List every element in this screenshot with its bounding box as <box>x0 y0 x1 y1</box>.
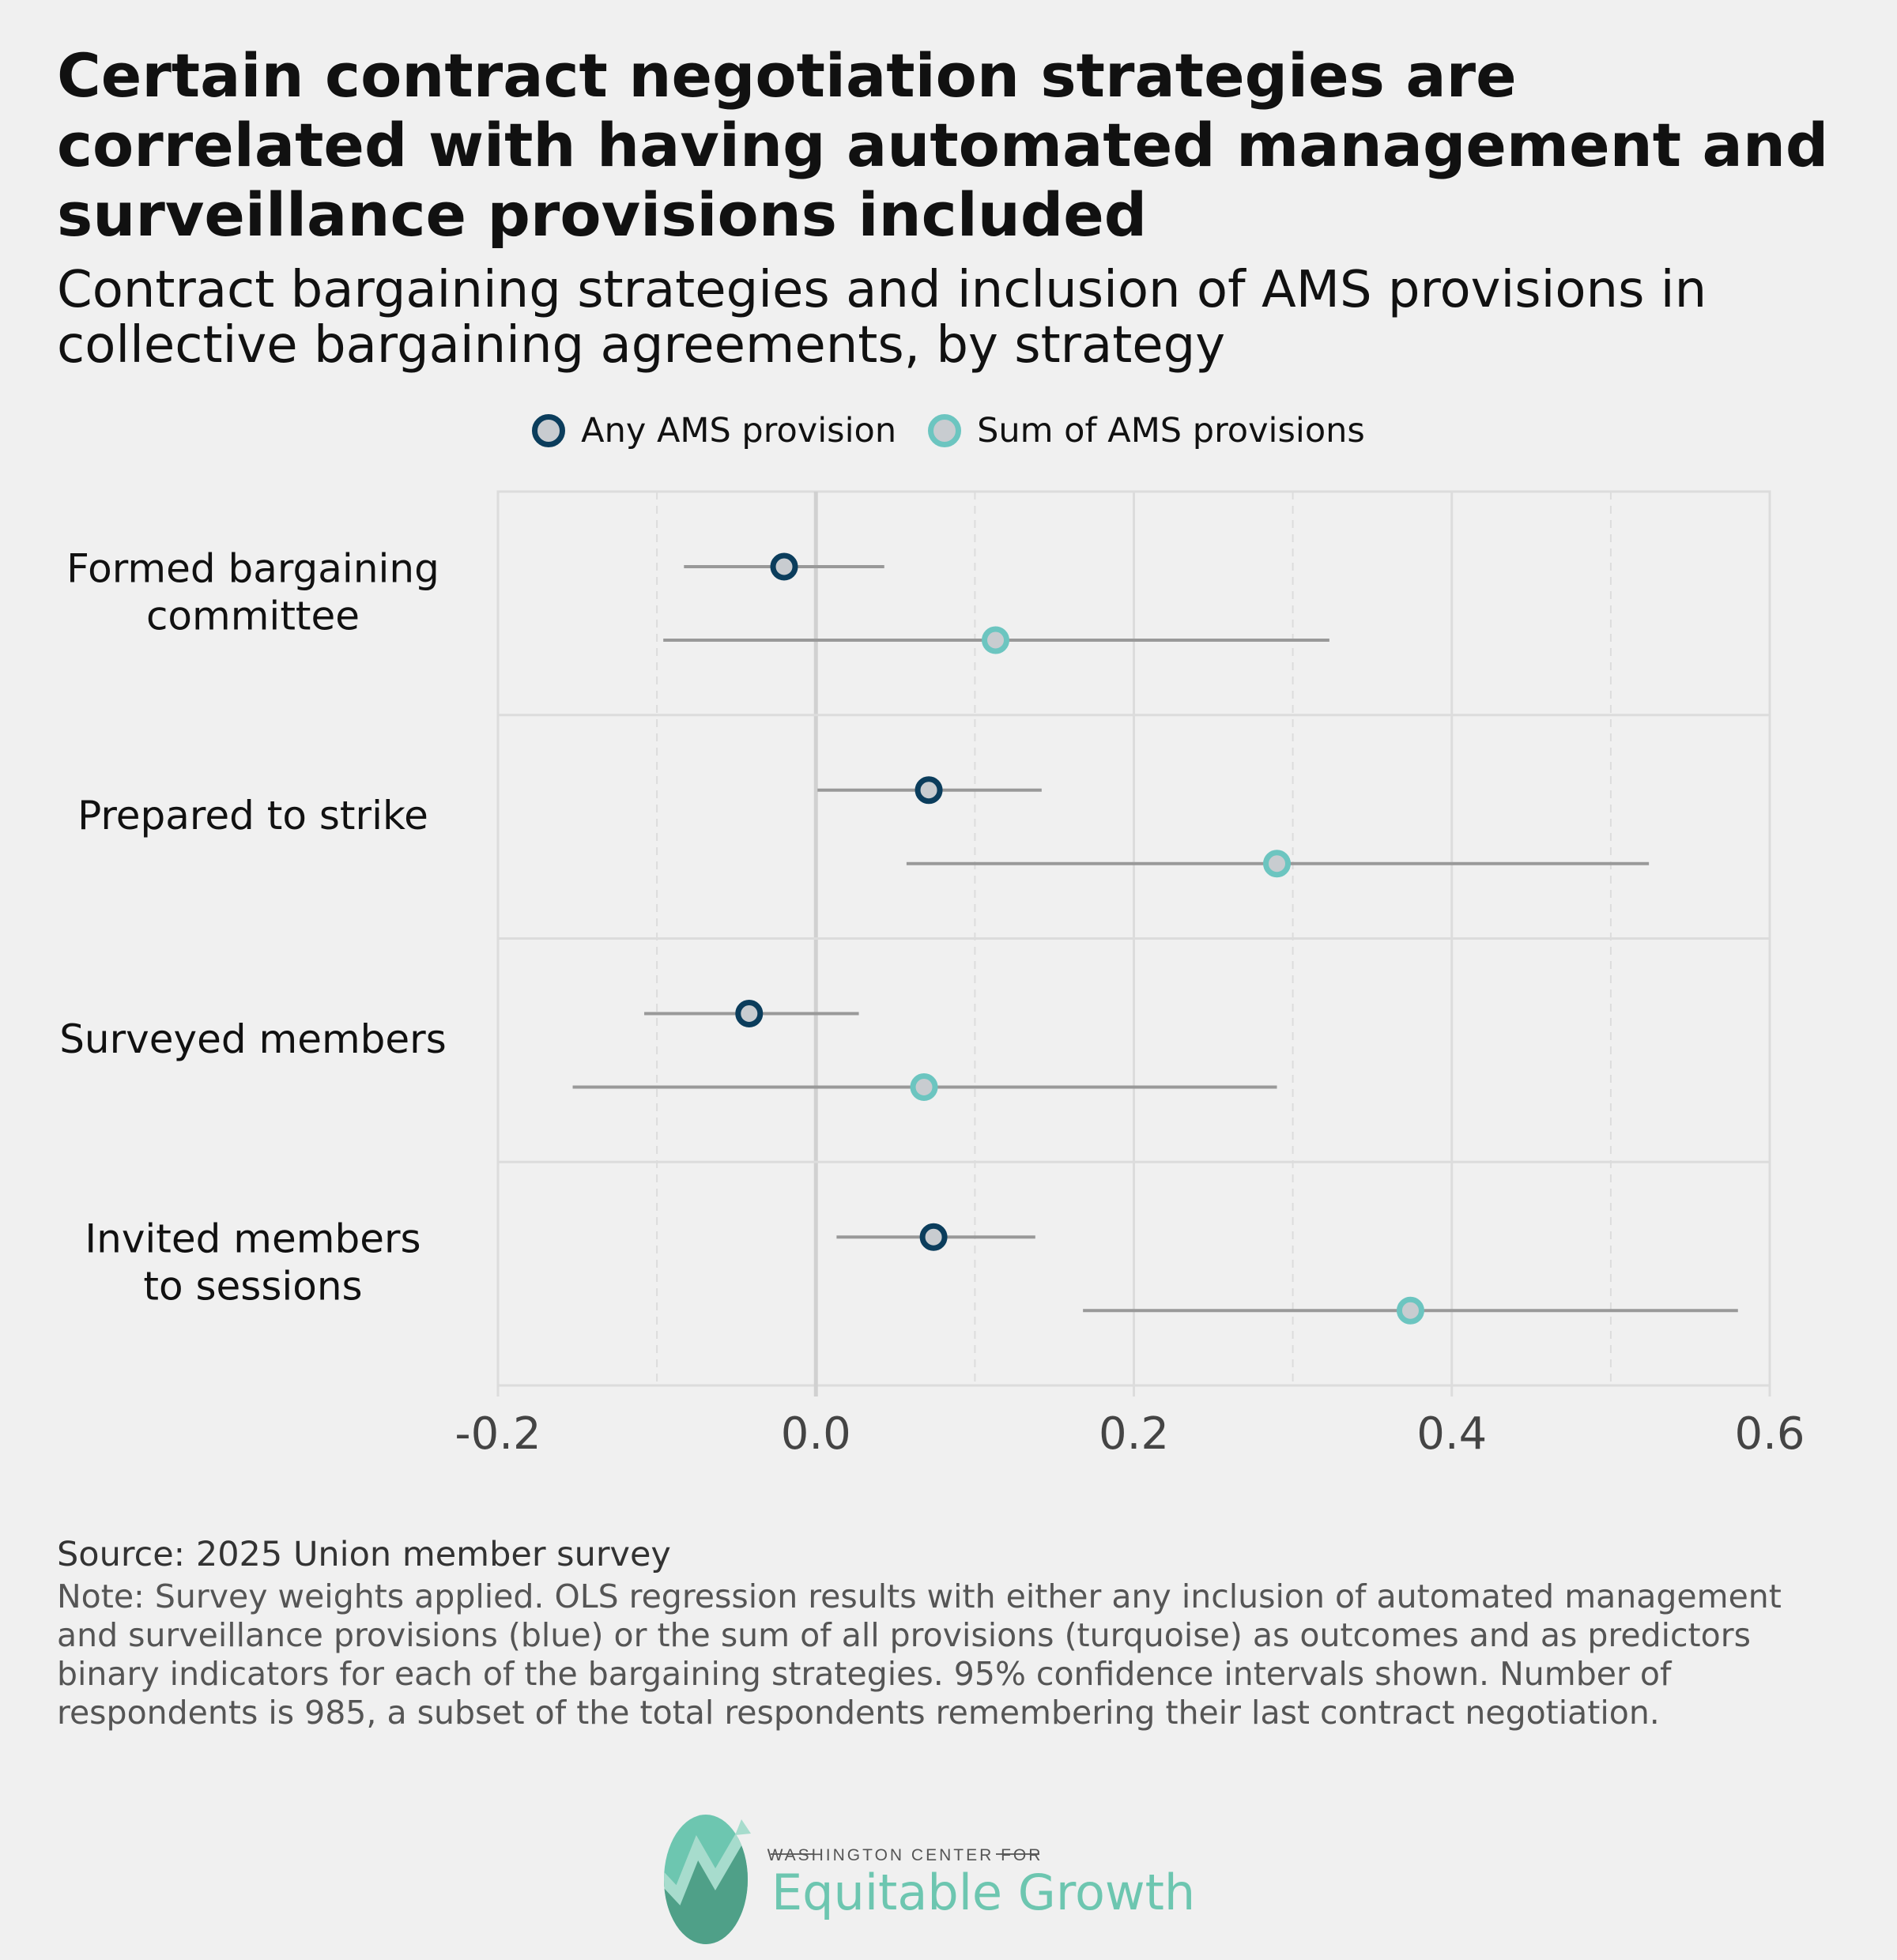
x-tick-label: 0.0 <box>781 1408 851 1460</box>
legend-item-any: Any AMS provision <box>532 411 896 450</box>
legend-item-sum: Sum of AMS provisions <box>928 411 1365 450</box>
estimate-point <box>1263 850 1292 878</box>
x-tick-label: 0.4 <box>1416 1408 1487 1460</box>
estimate-point <box>770 552 798 581</box>
plot-area: -0.2 0.0 0.2 0.4 0.6 Formed bargainingcommitt… <box>59 490 1805 1460</box>
x-tick-label: 0.2 <box>1099 1408 1169 1460</box>
chart-subtitle: Contract bargaining strategies and inclu… <box>57 261 1707 375</box>
y-category-label: committee <box>146 593 360 639</box>
chart-title: Certain contract negotiation strategies … <box>57 40 1829 250</box>
estimate-point <box>735 1000 764 1027</box>
y-category-label: to sessions <box>143 1264 362 1310</box>
legend-marker-sum <box>928 414 962 447</box>
y-category-label: Surveyed members <box>59 1016 447 1062</box>
legend-label-any: Any AMS provision <box>581 411 897 450</box>
y-category-label: Prepared to strike <box>77 793 428 839</box>
legend-label-sum: Sum of AMS provisions <box>977 411 1365 450</box>
x-tick-label: -0.2 <box>454 1408 541 1460</box>
equitable-growth-logo: WASHINGTON CENTER FOR Equitable Growth <box>664 1815 1195 1944</box>
y-category-label: Formed bargaining <box>66 545 439 591</box>
source-text: Source: 2025 Union member survey <box>57 1535 671 1574</box>
estimate-point <box>919 1223 948 1251</box>
legend-marker-any <box>532 414 566 447</box>
legend: Any AMS provision Sum of AMS provisions <box>0 411 1897 450</box>
estimate-point <box>982 626 1010 654</box>
note-text: Note: Survey weights applied. OLS regres… <box>57 1577 1782 1732</box>
estimate-point <box>910 1073 938 1101</box>
y-category-label: Invited members <box>85 1216 421 1262</box>
logo-top-text: WASHINGTON CENTER FOR <box>767 1846 1043 1864</box>
estimate-point <box>1396 1296 1424 1325</box>
logo-name-text: Equitable Growth <box>771 1864 1195 1921</box>
estimate-point <box>915 776 943 805</box>
x-tick-label: 0.6 <box>1734 1408 1805 1460</box>
